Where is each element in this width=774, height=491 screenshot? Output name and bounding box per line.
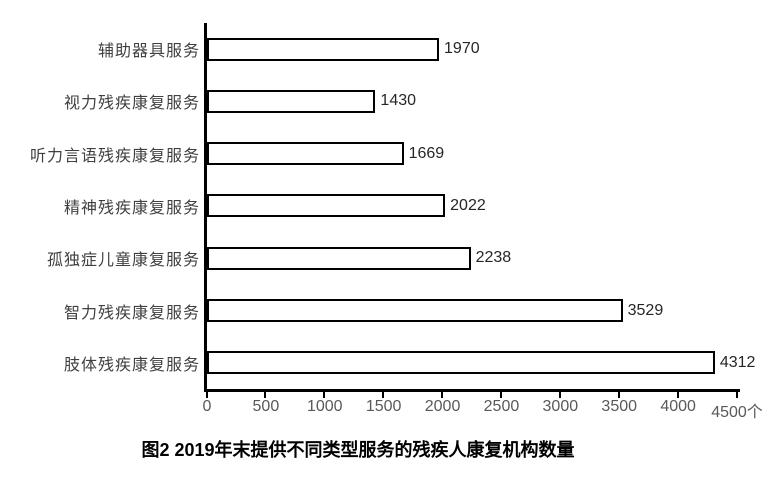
- y-axis-category-labels: 辅助器具服务视力残疾康复服务听力言语残疾康复服务精神残疾康复服务孤独症儿童康复服…: [0, 23, 200, 389]
- category-label: 视力残疾康复服务: [63, 95, 200, 113]
- bar-value-label: 1970: [444, 40, 480, 58]
- x-axis-tick-label: 1000: [306, 398, 343, 415]
- x-axis-tick-label: 4000: [660, 398, 696, 415]
- x-axis-tick-label: 2000: [424, 398, 461, 415]
- bar-row: 3529: [207, 284, 737, 336]
- category-label: 辅助器具服务: [97, 43, 200, 61]
- bar: [207, 351, 715, 375]
- bar: [207, 142, 404, 166]
- x-axis-tick: [676, 392, 679, 398]
- x-axis-tick: [441, 392, 444, 398]
- bar: [207, 194, 446, 218]
- x-axis-line: [204, 389, 740, 392]
- chart-caption: 图2 2019年末提供不同类型服务的残疾人康复机构数量: [141, 440, 575, 460]
- bar-row: 2238: [207, 232, 737, 284]
- plot-area: 1970 1430 1669 2022 2238 3529 4312: [204, 23, 755, 389]
- x-axis-tick: [323, 392, 326, 398]
- x-axis-tick-label: 4500个: [711, 404, 763, 421]
- x-axis-tick-label: 3000: [542, 398, 579, 415]
- bar-value-label: 2238: [475, 249, 512, 267]
- category-label: 孤独症儿童康复服务: [46, 252, 200, 270]
- category-label: 智力残疾康复服务: [63, 304, 200, 322]
- bar-row: 4312: [207, 337, 755, 389]
- bar: [207, 299, 623, 323]
- bar: [207, 89, 376, 113]
- category-label: 听力言语残疾康复服务: [29, 147, 200, 165]
- x-axis-tick-label: 0: [202, 398, 212, 415]
- x-axis-tick-label: 500: [252, 398, 280, 415]
- x-axis-tick: [558, 392, 561, 398]
- x-axis-tick: [735, 392, 738, 398]
- bar-row: 1669: [207, 128, 737, 180]
- category-label: 精神残疾康复服务: [63, 199, 200, 217]
- bar-value-label: 3529: [627, 301, 664, 319]
- bar-row: 1970: [207, 23, 737, 75]
- bar-row: 1430: [207, 75, 737, 127]
- x-axis-tick: [264, 392, 267, 398]
- bar-row: 2022: [207, 180, 737, 232]
- bar-value-label: 1669: [408, 144, 445, 162]
- x-axis-tick: [499, 392, 502, 398]
- x-axis-tick-label: 2500: [483, 398, 520, 415]
- bar-value-label: 4312: [719, 353, 756, 371]
- bar-value-label: 2022: [450, 196, 486, 214]
- x-axis-tick: [382, 392, 385, 398]
- bar: [207, 37, 440, 61]
- x-axis-tick: [617, 392, 620, 398]
- bar-value-label: 1430: [380, 92, 417, 110]
- category-label: 肢体残疾康复服务: [63, 356, 200, 374]
- bar: [207, 246, 471, 270]
- x-axis-tick-label: 1500: [365, 398, 402, 415]
- x-axis-tick: [205, 392, 208, 398]
- x-axis-tick-label: 3500: [601, 398, 638, 415]
